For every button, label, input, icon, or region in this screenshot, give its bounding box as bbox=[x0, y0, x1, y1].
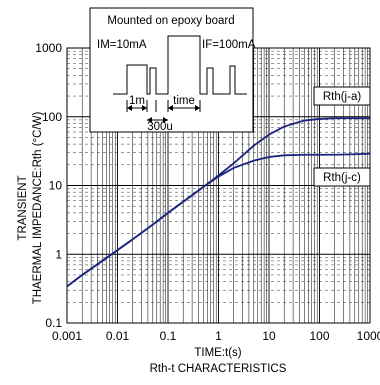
x-tick-label: 1000 bbox=[357, 329, 380, 343]
pulse-inset: Mounted on epoxy board IM=10mA IF=100mA … bbox=[89, 7, 256, 133]
y-tick-label: 1000 bbox=[35, 41, 62, 55]
x-tick-label: 10 bbox=[262, 329, 276, 343]
series-lines bbox=[66, 117, 371, 288]
series-line-rth-jc bbox=[66, 152, 371, 288]
tick-labels: 0.001 0.01 0.1 1 10 100 1000 0.1 1 10 100 1000 bbox=[35, 41, 380, 343]
y-tick-label: 1 bbox=[55, 247, 62, 261]
inset-if-label: IF=100mA bbox=[202, 39, 256, 51]
series-label-jc-text: Rth(j-c) bbox=[323, 172, 361, 184]
inset-dim-time: time bbox=[173, 95, 195, 107]
x-tick-label: 100 bbox=[309, 329, 329, 343]
x-tick-label: 0.1 bbox=[160, 329, 177, 343]
pulse-waveform bbox=[113, 35, 247, 95]
x-tick-label: 0.01 bbox=[106, 329, 130, 343]
inset-title: Mounted on epoxy board bbox=[107, 15, 234, 27]
series-label-ja: Rth(j-a) bbox=[313, 86, 371, 106]
y-tick-label: 0.1 bbox=[45, 316, 62, 330]
x-tick-label: 1 bbox=[215, 329, 222, 343]
y-tick-label: 10 bbox=[49, 179, 63, 193]
inset-im-label: IM=10mA bbox=[97, 39, 147, 51]
inset-dim-300u: 300u bbox=[147, 121, 173, 133]
series-label-jc: Rth(j-c) bbox=[313, 167, 371, 187]
inset-dim-1m: 1m bbox=[129, 95, 145, 107]
x-tick-label: 0.001 bbox=[52, 329, 82, 343]
y-axis-label-line1: TRANSIENT bbox=[17, 175, 29, 240]
y-axis-label-line2: THAERMAL IMPEDANCE:Rth (°C/W) bbox=[32, 112, 44, 305]
y-tick-label: 100 bbox=[42, 110, 62, 124]
chart-title: Rth-t CHARACTERISTICS bbox=[150, 363, 287, 375]
x-axis-label: TIME:t(s) bbox=[194, 347, 241, 359]
series-label-ja-text: Rth(j-a) bbox=[323, 91, 362, 103]
